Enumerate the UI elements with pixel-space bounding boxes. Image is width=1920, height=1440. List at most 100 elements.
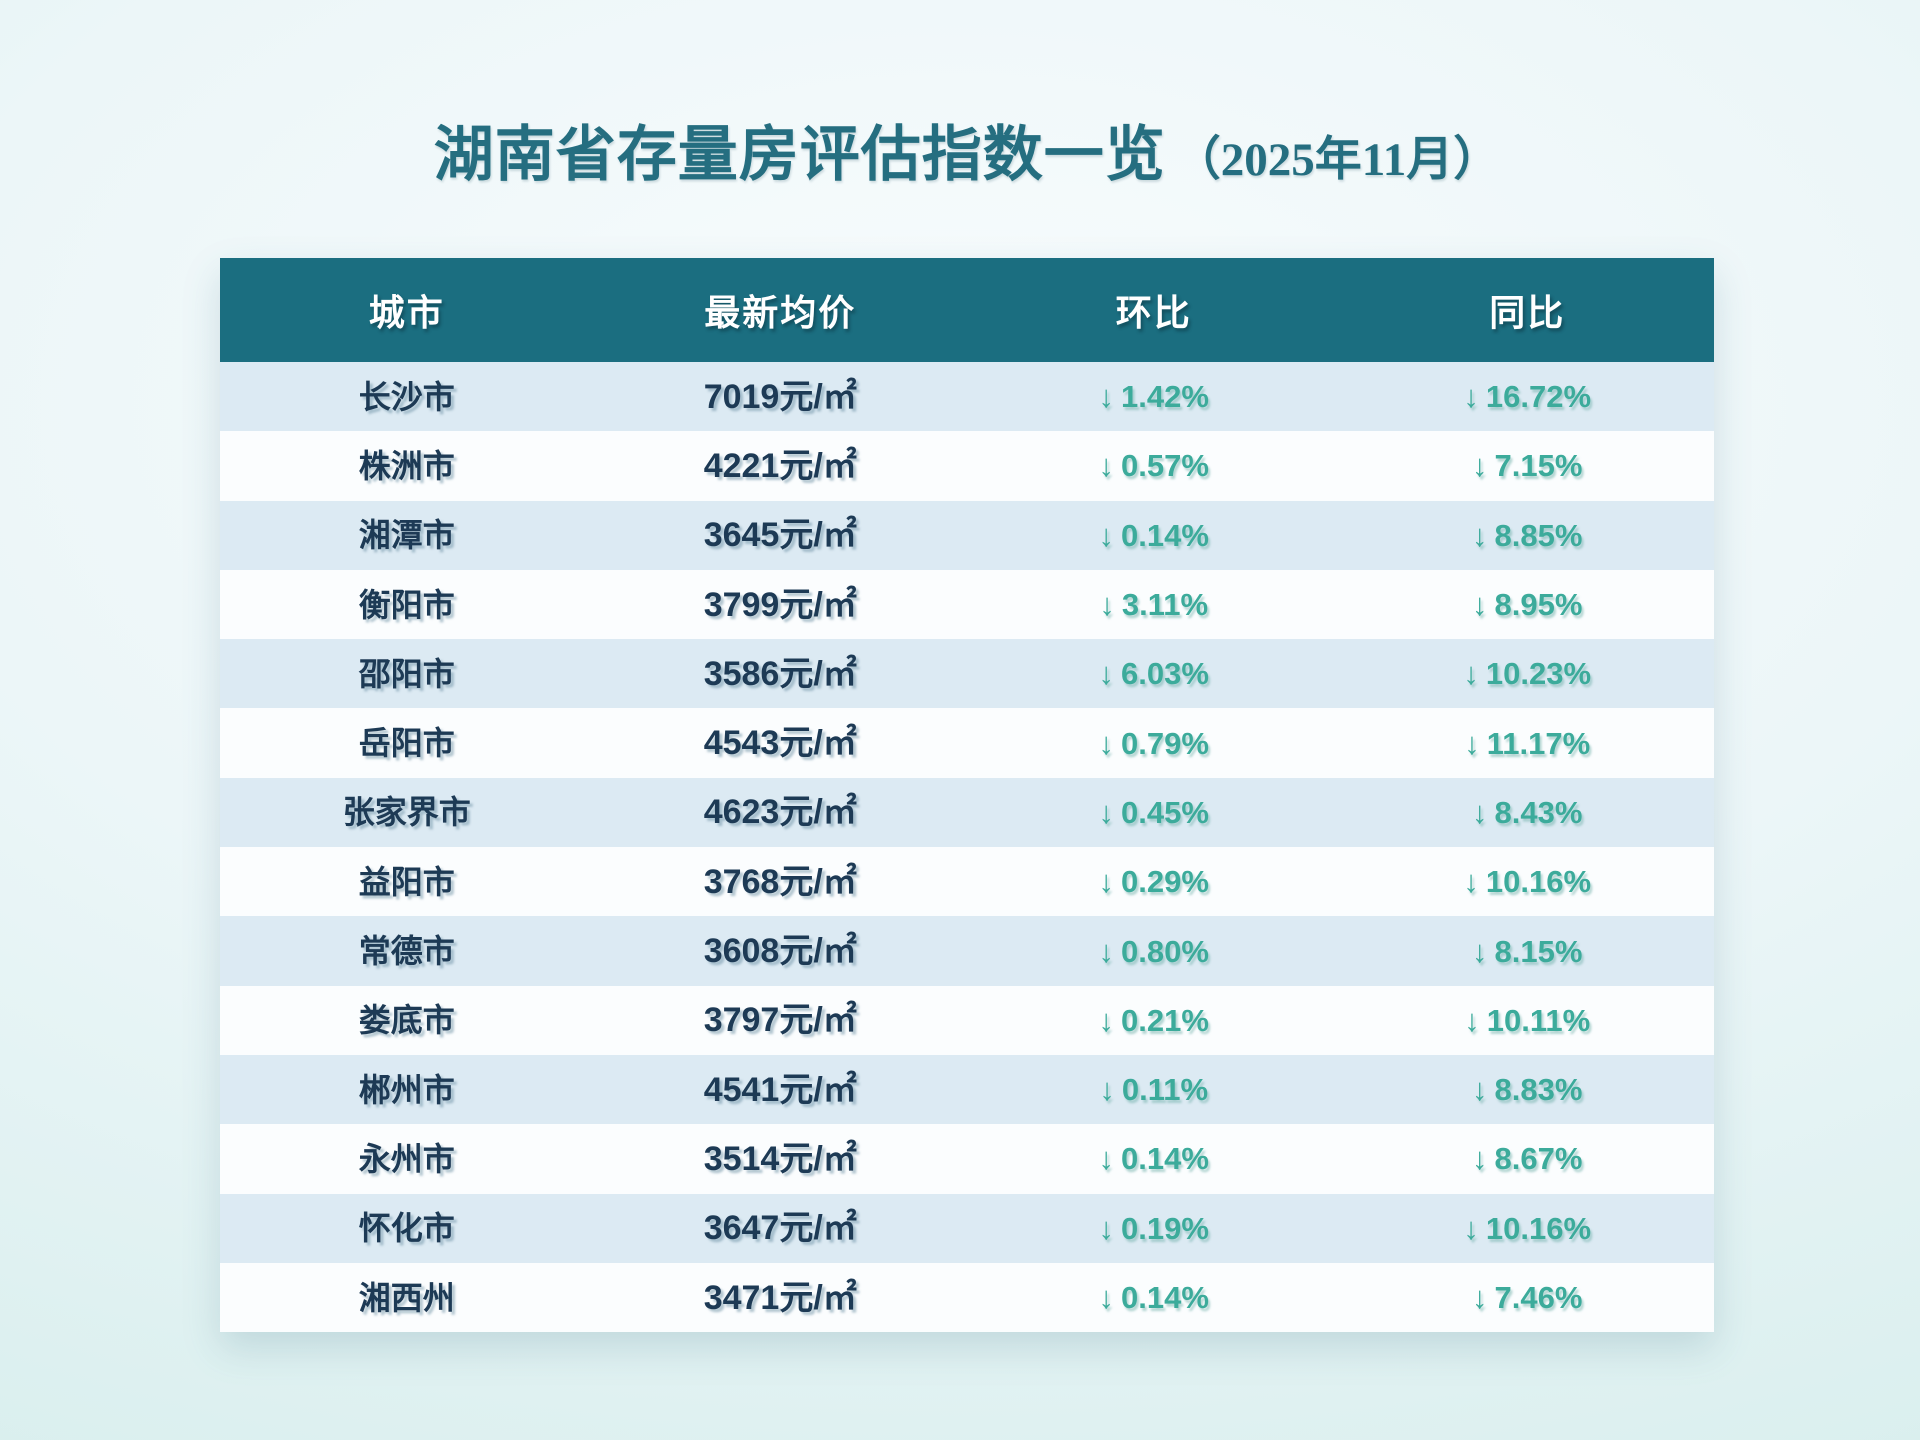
down-arrow-icon: ↓ — [1098, 379, 1115, 415]
down-arrow-icon: ↓ — [1472, 587, 1488, 623]
down-arrow-icon: ↓ — [1463, 1210, 1479, 1246]
down-arrow-icon: ↓ — [1472, 933, 1488, 969]
table-row: 株洲市 4221元/㎡ ↓ 0.57% ↓ 7.15% — [220, 431, 1715, 501]
table-row: 湘潭市 3645元/㎡ ↓ 0.14% ↓ 8.85% — [220, 500, 1714, 570]
city-cell: 株洲市 — [358, 447, 455, 484]
mom-value: 0.79% — [1121, 725, 1209, 761]
down-arrow-icon: ↓ — [1472, 794, 1488, 830]
table-row: 衡阳市 3799元/㎡ ↓ 3.11% ↓ 8.95% — [220, 569, 1715, 640]
mom-cell: ↓ 0.79% — [967, 728, 1341, 759]
yoy-value: 8.85% — [1494, 517, 1583, 553]
mom-cell: ↓ 0.45% — [967, 797, 1341, 828]
down-arrow-icon: ↓ — [1098, 1210, 1115, 1246]
price-cell: 4541元/㎡ — [703, 1070, 857, 1109]
mom-cell: ↓ 0.80% — [967, 936, 1341, 967]
yoy-cell: ↓ 8.67% — [1341, 1143, 1715, 1174]
header-yoy: 同比 — [1489, 292, 1566, 333]
table-row: 长沙市 7019元/㎡ ↓ 1.42% ↓ 16.72% — [220, 362, 1715, 432]
down-arrow-icon: ↓ — [1098, 1002, 1115, 1038]
yoy-cell: ↓ 8.95% — [1341, 589, 1715, 620]
yoy-cell: ↓ 8.15% — [1341, 936, 1715, 967]
city-cell: 长沙市 — [358, 378, 455, 415]
table-row: 永州市 3514元/㎡ ↓ 0.14% ↓ 8.67% — [220, 1124, 1715, 1194]
table-body: 长沙市 7019元/㎡ ↓ 1.42% ↓ 16.72% 株洲市 4221元/㎡ ↓… — [220, 362, 1715, 1333]
city-cell: 岳阳市 — [358, 725, 455, 762]
city-cell: 衡阳市 — [358, 586, 455, 623]
table-row: 湘西州 3471元/㎡ ↓ 0.14% ↓ 7.46% — [220, 1262, 1715, 1333]
price-cell: 4543元/㎡ — [703, 724, 857, 763]
mom-cell: ↓ 0.29% — [967, 866, 1341, 897]
price-cell: 3799元/㎡ — [703, 585, 857, 624]
city-cell: 湘西州 — [358, 1279, 455, 1316]
header-latest-price: 最新均价 — [704, 292, 857, 333]
yoy-cell: ↓ 16.72% — [1341, 381, 1715, 412]
down-arrow-icon: ↓ — [1463, 656, 1479, 692]
yoy-value: 16.72% — [1485, 379, 1592, 415]
yoy-cell: ↓ 10.16% — [1341, 1213, 1715, 1244]
table-row: 郴州市 4541元/㎡ ↓ 0.11% ↓ 8.83% — [220, 1054, 1714, 1125]
city-cell: 邵阳市 — [358, 655, 455, 692]
mom-value: 1.42% — [1121, 379, 1209, 415]
table-row: 邵阳市 3586元/㎡ ↓ 6.03% ↓ 10.23% — [220, 639, 1715, 709]
yoy-cell: ↓ 10.16% — [1341, 866, 1715, 897]
mom-value: 0.29% — [1121, 864, 1209, 900]
mom-cell: ↓ 6.03% — [967, 658, 1341, 689]
down-arrow-icon: ↓ — [1098, 725, 1115, 761]
housing-index-table: 城市 最新均价 环比 同比 长沙市 7019元/㎡ ↓ 1.42% ↓ 16.72%… — [220, 258, 1715, 1333]
price-cell: 3647元/㎡ — [703, 1209, 857, 1248]
down-arrow-icon: ↓ — [1099, 1072, 1115, 1108]
page-title: 湖南省存量房评估指数一览 （2025年11月） — [220, 106, 1714, 193]
city-cell: 怀化市 — [358, 1210, 455, 1247]
down-arrow-icon: ↓ — [1472, 448, 1488, 484]
price-cell: 3797元/㎡ — [703, 1001, 857, 1040]
header-mom: 环比 — [1115, 292, 1192, 333]
yoy-value: 10.16% — [1485, 864, 1592, 900]
city-cell: 湘潭市 — [358, 517, 455, 554]
mom-cell: ↓ 3.11% — [967, 589, 1341, 620]
city-cell: 永州市 — [358, 1140, 455, 1177]
table-row: 岳阳市 4543元/㎡ ↓ 0.79% ↓ 11.17% — [220, 708, 1714, 778]
mom-value: 0.11% — [1121, 1072, 1209, 1108]
down-arrow-icon: ↓ — [1464, 1002, 1480, 1038]
yoy-value: 8.43% — [1494, 794, 1583, 830]
table-row: 怀化市 3647元/㎡ ↓ 0.19% ↓ 10.16% — [220, 1193, 1715, 1263]
yoy-value: 10.23% — [1485, 656, 1592, 692]
header-city: 城市 — [368, 292, 445, 333]
down-arrow-icon: ↓ — [1098, 1141, 1115, 1177]
mom-cell: ↓ 0.11% — [967, 1074, 1341, 1105]
price-cell: 3586元/㎡ — [703, 654, 857, 693]
yoy-cell: ↓ 8.43% — [1341, 797, 1715, 828]
price-cell: 3608元/㎡ — [703, 932, 857, 971]
mom-value: 0.14% — [1121, 1280, 1209, 1315]
city-cell: 常德市 — [358, 933, 455, 970]
table-row: 张家界市 4623元/㎡ ↓ 0.45% ↓ 8.43% — [220, 777, 1715, 848]
yoy-value: 7.46% — [1494, 1280, 1583, 1315]
yoy-value: 11.17% — [1486, 725, 1591, 761]
mom-value: 3.11% — [1121, 587, 1209, 623]
down-arrow-icon: ↓ — [1472, 1072, 1488, 1108]
down-arrow-icon: ↓ — [1098, 656, 1115, 692]
mom-value: 0.80% — [1121, 933, 1209, 969]
mom-value: 0.21% — [1121, 1002, 1209, 1038]
mom-cell: ↓ 0.57% — [967, 450, 1341, 481]
yoy-value: 10.16% — [1485, 1210, 1592, 1246]
down-arrow-icon: ↓ — [1098, 794, 1115, 830]
yoy-value: 8.95% — [1494, 587, 1583, 623]
table-header-row: 城市 最新均价 环比 同比 — [220, 258, 1714, 362]
table-row: 益阳市 3768元/㎡ ↓ 0.29% ↓ 10.16% — [220, 847, 1715, 917]
yoy-value: 8.15% — [1494, 933, 1583, 969]
title-text: 湖南省存量房评估指数一览 — [433, 122, 1166, 188]
city-cell: 益阳市 — [358, 863, 455, 900]
down-arrow-icon: ↓ — [1099, 587, 1115, 623]
yoy-cell: ↓ 10.23% — [1341, 658, 1715, 689]
yoy-value: 10.11% — [1486, 1002, 1591, 1038]
mom-cell: ↓ 0.14% — [967, 520, 1341, 551]
city-cell: 张家界市 — [342, 794, 471, 831]
yoy-cell: ↓ 7.15% — [1341, 450, 1715, 481]
yoy-cell: ↓ 7.46% — [1341, 1282, 1715, 1313]
yoy-value: 7.15% — [1494, 448, 1583, 484]
mom-cell: ↓ 0.19% — [967, 1213, 1341, 1244]
mom-value: 0.45% — [1121, 794, 1209, 830]
down-arrow-icon: ↓ — [1464, 725, 1480, 761]
yoy-value: 8.83% — [1494, 1072, 1583, 1108]
